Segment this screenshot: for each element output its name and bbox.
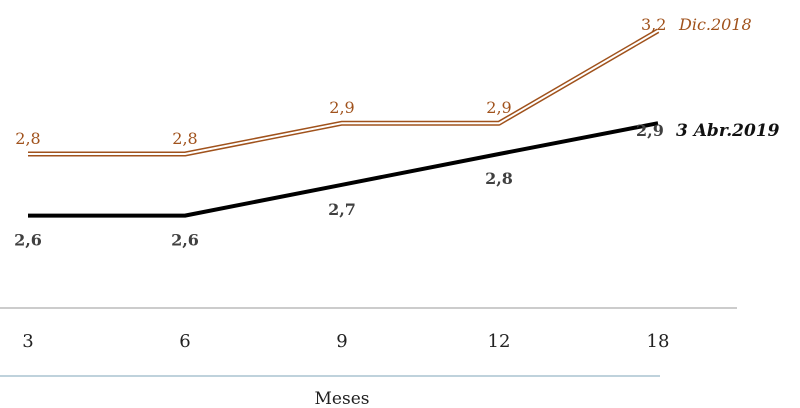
series-abr-data-label: 2,8 (485, 169, 513, 188)
series-dic-data-label: 2,9 (486, 98, 511, 117)
series-abr-line (28, 121, 659, 218)
series-abr-data-label: 2,6 (14, 231, 42, 250)
series-abr-data-label: 2,6 (171, 231, 199, 250)
x-tick-label: 18 (647, 331, 670, 352)
series-dic-name: Dic.2018 (678, 15, 752, 34)
series-dic-data-label: 2,8 (172, 129, 197, 148)
series-dic-end-value: 3,2 (641, 15, 666, 34)
x-tick-label: 12 (488, 331, 511, 352)
x-tick-labels: 3 6 9 12 18 (22, 331, 669, 352)
series-dic-line (28, 28, 660, 157)
series-dic-line-inner (28, 29, 659, 155)
x-tick-label: 3 (22, 331, 33, 352)
series-dic-data-label: 2,9 (329, 98, 354, 117)
series-abr-end-value: 2,9 (636, 121, 664, 140)
x-axis-title: Meses (315, 389, 370, 408)
x-tick-label: 9 (336, 331, 347, 352)
series-abr-data-label: 2,7 (328, 200, 356, 219)
series-abr-2019: 2,6 2,6 2,7 2,8 (14, 121, 659, 250)
series-dic-end-label: 3,2 Dic.2018 (641, 15, 752, 34)
series-abr-name: 3 Abr.2019 (676, 121, 780, 141)
series-abr-end-label: 2,9 3 Abr.2019 (636, 121, 780, 141)
x-tick-label: 6 (179, 331, 190, 352)
series-dic-data-label: 2,8 (15, 129, 40, 148)
series-dic-2018: 2,8 2,8 2,9 2,9 (15, 28, 660, 157)
